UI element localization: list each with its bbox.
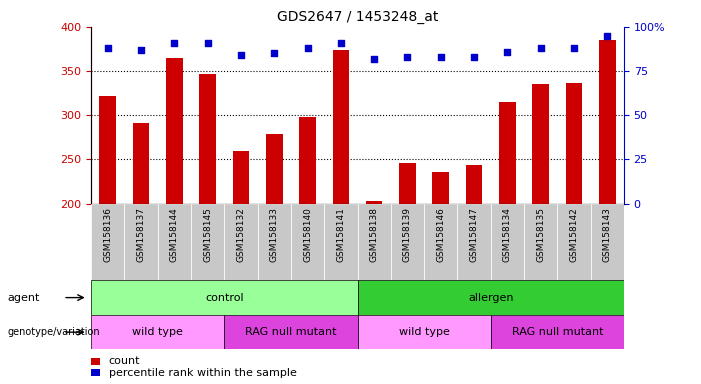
Bar: [499, 102, 516, 204]
Bar: [557, 204, 591, 280]
Bar: [491, 204, 524, 280]
Point: [369, 56, 380, 62]
Bar: [125, 204, 158, 280]
Bar: [291, 204, 324, 280]
Bar: [399, 163, 416, 204]
Text: GSM158147: GSM158147: [470, 207, 479, 262]
Bar: [532, 84, 549, 204]
Point: [102, 45, 114, 51]
Point: [468, 54, 479, 60]
Bar: [324, 204, 358, 280]
Title: GDS2647 / 1453248_at: GDS2647 / 1453248_at: [277, 10, 438, 25]
Text: GSM158136: GSM158136: [103, 207, 112, 262]
Bar: [465, 165, 482, 204]
Bar: [358, 204, 391, 280]
Point: [268, 50, 280, 56]
Bar: [91, 315, 224, 349]
Point: [135, 47, 147, 53]
Bar: [91, 204, 125, 280]
Text: GSM158134: GSM158134: [503, 207, 512, 262]
Point: [569, 45, 580, 51]
Bar: [491, 315, 624, 349]
Text: wild type: wild type: [132, 327, 183, 337]
Bar: [599, 40, 615, 204]
Bar: [299, 117, 316, 204]
Point: [535, 45, 546, 51]
Bar: [590, 204, 624, 280]
Text: percentile rank within the sample: percentile rank within the sample: [109, 368, 297, 378]
Point: [236, 52, 247, 58]
Bar: [233, 151, 250, 204]
Text: control: control: [205, 293, 244, 303]
Bar: [358, 315, 491, 349]
Text: GSM158132: GSM158132: [236, 207, 245, 262]
Bar: [100, 96, 116, 204]
Text: GSM158142: GSM158142: [569, 207, 578, 262]
Bar: [433, 172, 449, 204]
Point: [601, 33, 613, 39]
Point: [202, 40, 213, 46]
Text: wild type: wild type: [399, 327, 449, 337]
Text: GSM158145: GSM158145: [203, 207, 212, 262]
Text: GSM158137: GSM158137: [137, 207, 146, 262]
Text: GSM158133: GSM158133: [270, 207, 279, 262]
Text: GSM158138: GSM158138: [369, 207, 379, 262]
Text: count: count: [109, 356, 140, 366]
Bar: [166, 58, 183, 204]
Point: [402, 54, 413, 60]
Point: [502, 48, 513, 55]
Bar: [524, 204, 557, 280]
Text: GSM158140: GSM158140: [303, 207, 312, 262]
Text: GSM158135: GSM158135: [536, 207, 545, 262]
Text: GSM158146: GSM158146: [436, 207, 445, 262]
Bar: [266, 134, 283, 204]
Text: RAG null mutant: RAG null mutant: [245, 327, 336, 337]
Bar: [132, 123, 149, 204]
Point: [335, 40, 346, 46]
Text: GSM158143: GSM158143: [603, 207, 612, 262]
Bar: [391, 204, 424, 280]
Bar: [224, 204, 258, 280]
Text: allergen: allergen: [468, 293, 513, 303]
Text: GSM158144: GSM158144: [170, 207, 179, 262]
Text: agent: agent: [7, 293, 39, 303]
Bar: [358, 280, 624, 315]
Text: RAG null mutant: RAG null mutant: [512, 327, 603, 337]
Bar: [332, 50, 349, 204]
Point: [302, 45, 313, 51]
Bar: [158, 204, 191, 280]
Bar: [566, 83, 583, 204]
Bar: [191, 204, 224, 280]
Point: [169, 40, 180, 46]
Bar: [91, 280, 358, 315]
Bar: [199, 74, 216, 204]
Text: genotype/variation: genotype/variation: [7, 327, 100, 337]
Bar: [258, 204, 291, 280]
Bar: [457, 204, 491, 280]
Text: GSM158139: GSM158139: [403, 207, 412, 262]
Bar: [366, 201, 383, 204]
Point: [435, 54, 447, 60]
Bar: [224, 315, 358, 349]
Bar: [424, 204, 458, 280]
Text: GSM158141: GSM158141: [336, 207, 346, 262]
